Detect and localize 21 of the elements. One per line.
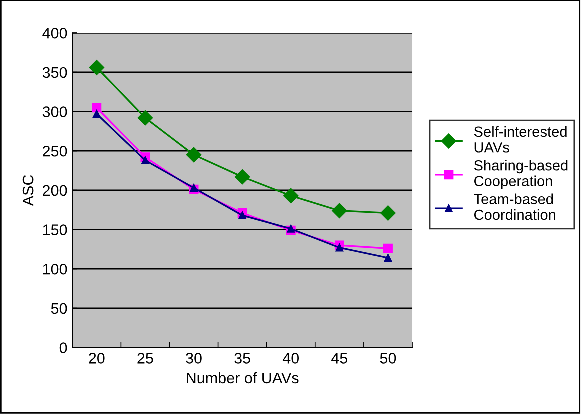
x-tick-label: 35 — [234, 353, 250, 364]
x-tick-label: 40 — [282, 353, 300, 364]
x-tick-label: 20 — [89, 353, 105, 364]
y-axis-title: ASC — [22, 175, 34, 206]
legend-label: Self-interested UAVs — [474, 126, 567, 153]
y-tick-label: 300 — [42, 106, 68, 118]
y-tick-label: 50 — [51, 303, 68, 314]
y-tick-label: 100 — [43, 264, 68, 275]
y-tick-label: 250 — [43, 146, 68, 157]
x-axis-title: Number of UAVs — [187, 372, 299, 384]
x-tick-label: 25 — [138, 353, 154, 364]
legend-label: Team-based Coordination — [474, 194, 556, 220]
x-tick-label: 50 — [380, 353, 396, 364]
y-tick-label: 400 — [42, 28, 68, 39]
y-tick-label: 200 — [43, 185, 68, 196]
x-tick-label: 30 — [186, 353, 202, 364]
legend-label: Sharing-based Cooperation — [474, 160, 568, 190]
y-tick-label: 150 — [43, 224, 68, 236]
y-tick-label: 0 — [60, 342, 68, 354]
y-tick-label: 350 — [42, 67, 68, 78]
x-tick-label: 45 — [332, 353, 348, 364]
